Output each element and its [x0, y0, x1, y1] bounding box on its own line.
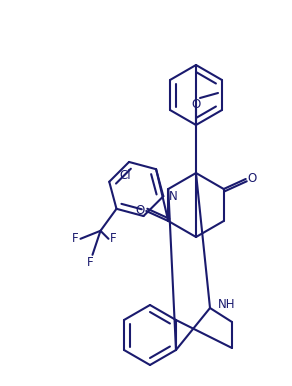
Text: F: F — [72, 232, 79, 245]
Text: NH: NH — [218, 298, 236, 310]
Text: Cl: Cl — [119, 169, 131, 183]
Text: O: O — [191, 98, 201, 112]
Text: N: N — [169, 190, 178, 203]
Text: F: F — [110, 232, 117, 245]
Text: O: O — [136, 205, 145, 217]
Text: O: O — [247, 173, 256, 186]
Text: F: F — [87, 256, 94, 269]
